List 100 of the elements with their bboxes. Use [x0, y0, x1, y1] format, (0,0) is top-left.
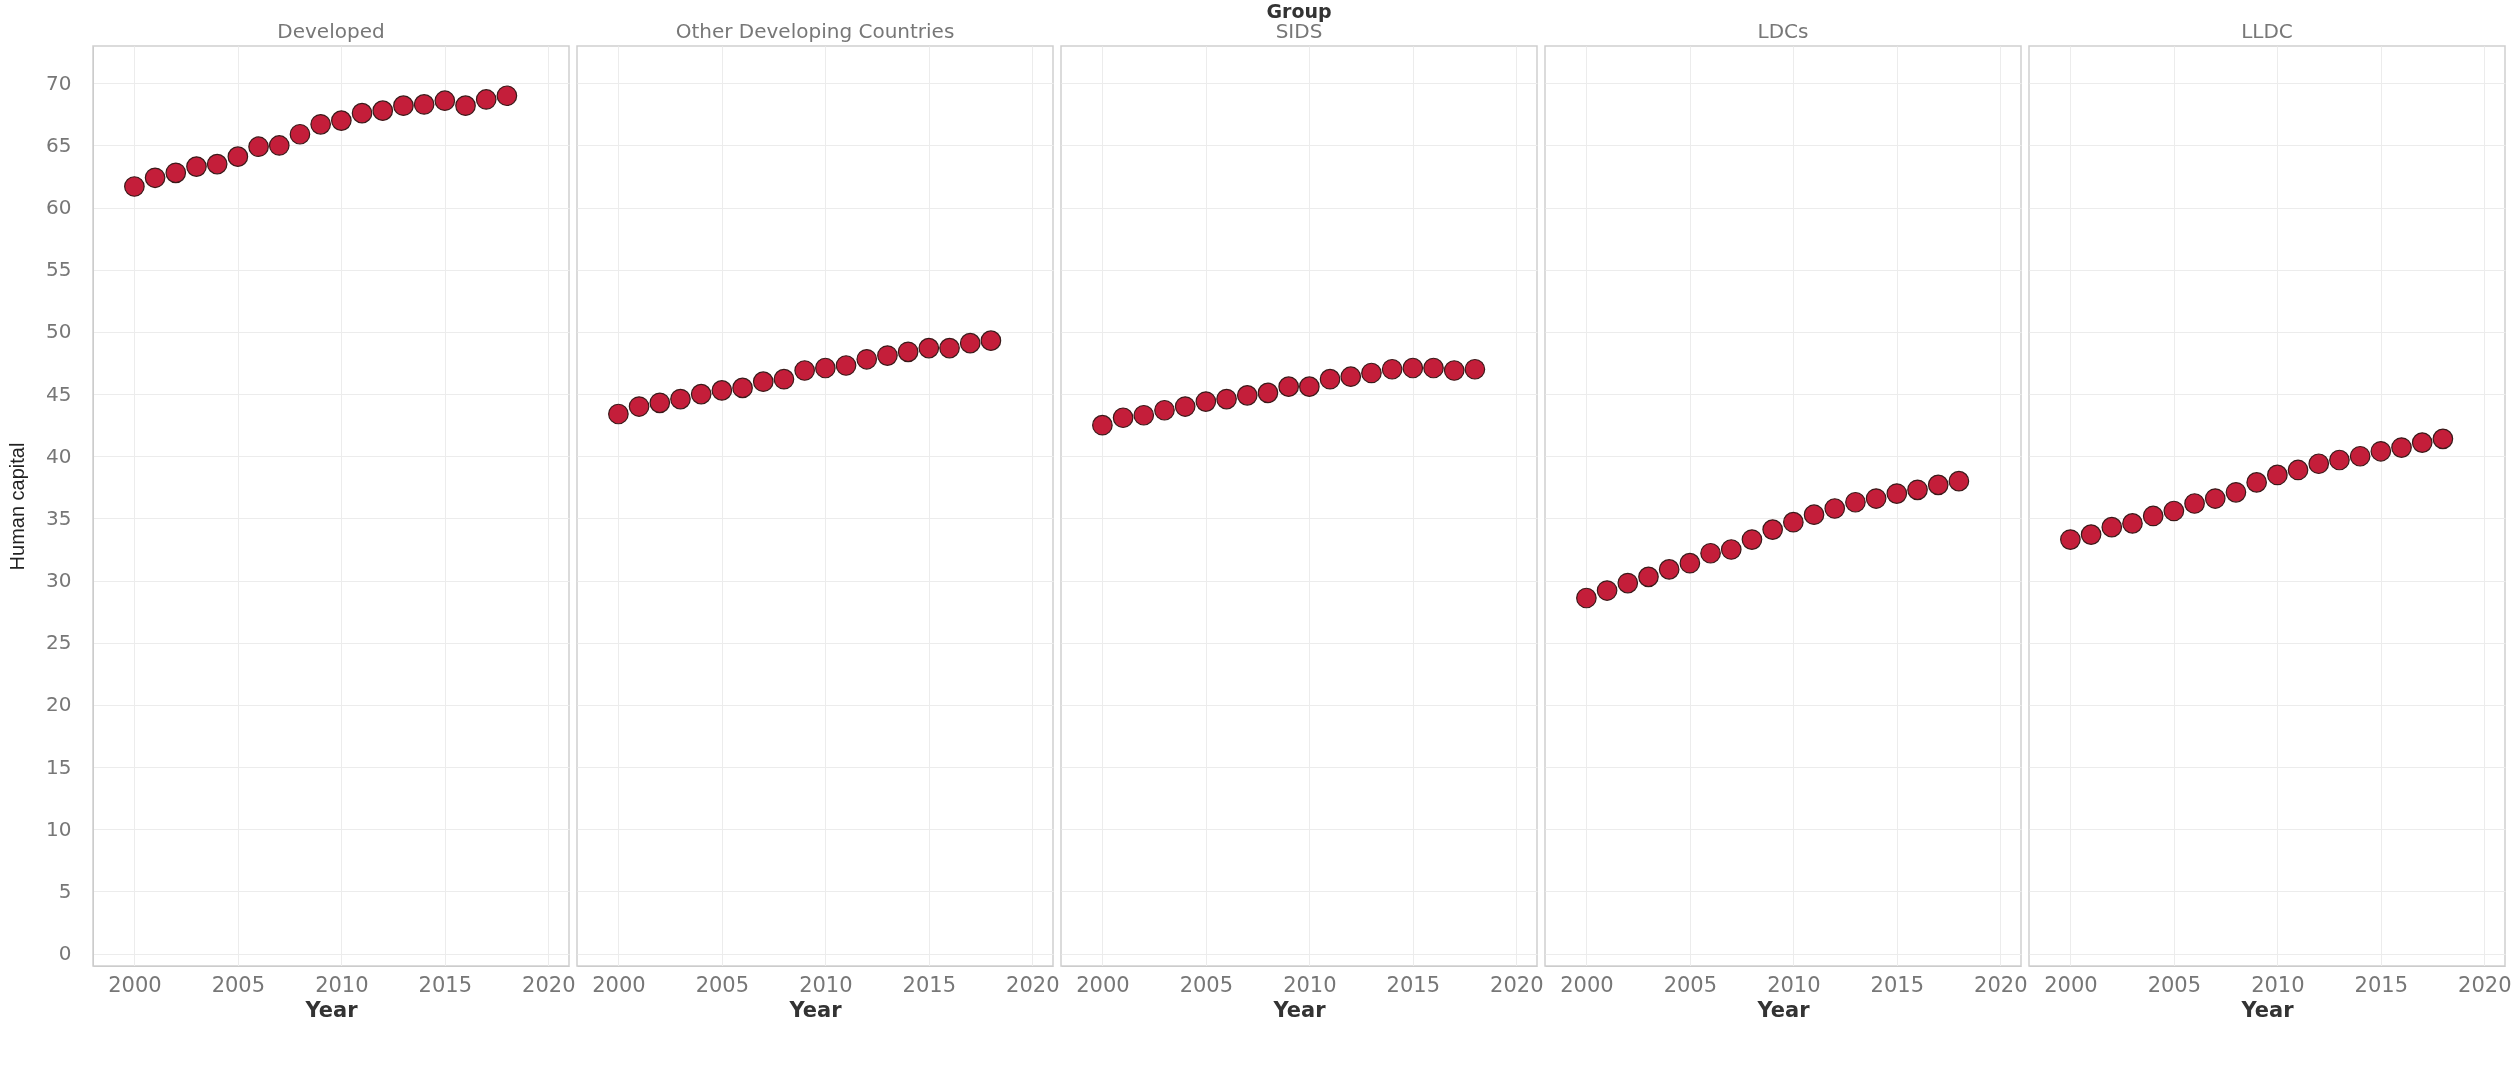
- point: [289, 123, 311, 145]
- x-tick-label: 2005: [695, 972, 750, 997]
- point: [2101, 516, 2123, 538]
- x-tick-label: 2000: [1076, 972, 1130, 997]
- point: [1278, 376, 1299, 397]
- point: [1927, 474, 1949, 496]
- x-tick-label: 2015: [2354, 972, 2409, 997]
- point: [310, 114, 331, 135]
- point: [897, 341, 919, 363]
- point: [877, 345, 898, 366]
- point: [1195, 391, 1217, 412]
- point: [1112, 407, 1134, 429]
- point: [393, 95, 414, 116]
- point: [186, 156, 207, 177]
- point: [227, 146, 249, 167]
- point: [1658, 559, 1680, 580]
- point: [1361, 362, 1382, 384]
- x-tick-label: 2015: [1870, 972, 1925, 997]
- x-tick-label: 2020: [1006, 972, 1060, 997]
- x-axis-title: Year: [1272, 997, 1327, 1022]
- point: [1299, 376, 1320, 397]
- y-tick-label: 30: [46, 568, 72, 593]
- point: [1617, 572, 1639, 594]
- y-axis-title: Human capital: [6, 442, 29, 571]
- x-tick-label: 2015: [418, 972, 473, 997]
- point: [1381, 358, 1403, 380]
- point: [939, 337, 960, 359]
- point: [1464, 358, 1486, 380]
- x-tick-label: 2005: [1663, 972, 1718, 997]
- point: [2391, 437, 2412, 458]
- point: [608, 403, 629, 425]
- point: [1257, 382, 1279, 404]
- point: [1340, 366, 1362, 388]
- point: [475, 89, 497, 110]
- point: [2287, 459, 2309, 481]
- point: [351, 102, 373, 124]
- point: [455, 95, 476, 116]
- point: [2308, 453, 2330, 475]
- y-tick-label: 20: [46, 692, 72, 717]
- point: [649, 392, 671, 414]
- x-tick-label: 2000: [1560, 972, 1614, 997]
- point: [794, 360, 815, 381]
- x-tick-label: 2005: [2147, 972, 2202, 997]
- x-tick-label: 2020: [522, 972, 576, 997]
- y-tick-label: 0: [58, 941, 72, 966]
- point: [1783, 511, 1804, 533]
- x-axis-title: Year: [304, 997, 359, 1022]
- point: [1443, 360, 1465, 381]
- point: [1762, 519, 1783, 540]
- x-tick-label: 2005: [211, 972, 266, 997]
- y-tick-label: 15: [46, 754, 72, 779]
- x-tick-label: 2020: [1974, 972, 2028, 997]
- point: [434, 90, 456, 112]
- point: [1596, 580, 1618, 601]
- x-tick-label: 2015: [902, 972, 957, 997]
- y-tick-label: 25: [46, 630, 72, 655]
- point: [1216, 388, 1237, 410]
- point: [1824, 498, 1846, 519]
- point: [752, 371, 774, 392]
- point: [1638, 566, 1659, 588]
- point: [670, 388, 691, 410]
- point: [165, 162, 187, 184]
- point: [835, 355, 857, 376]
- point: [2246, 472, 2267, 493]
- y-tick-label: 5: [58, 878, 72, 903]
- point: [856, 348, 878, 370]
- point: [1907, 479, 1928, 501]
- point: [773, 368, 795, 390]
- x-tick-label: 2005: [1179, 972, 1234, 997]
- y-tick-label: 40: [46, 443, 72, 468]
- point: [1803, 504, 1825, 526]
- point: [2225, 482, 2247, 503]
- x-tick-label: 2010: [2251, 972, 2305, 997]
- point: [1720, 539, 1742, 560]
- point: [1741, 529, 1763, 550]
- point: [1886, 483, 1908, 504]
- point: [2122, 513, 2143, 534]
- point: [413, 94, 435, 115]
- y-tick-label: 35: [46, 505, 72, 530]
- point: [1319, 368, 1341, 390]
- y-tick-label: 50: [46, 319, 72, 344]
- point: [628, 396, 650, 417]
- point: [1092, 414, 1113, 436]
- x-tick-label: 2020: [1490, 972, 1544, 997]
- point: [2370, 440, 2392, 462]
- point: [1865, 488, 1887, 509]
- point: [690, 383, 712, 405]
- y-tick-label: 10: [46, 816, 72, 841]
- point: [124, 176, 145, 197]
- point: [1423, 357, 1444, 379]
- x-tick-label: 2010: [1767, 972, 1821, 997]
- point: [2349, 445, 2371, 467]
- y-tick-label: 60: [46, 195, 72, 220]
- point: [959, 332, 981, 354]
- text: Group: [1266, 0, 1332, 22]
- chart-title: Other Developing Countries: [675, 19, 955, 43]
- point: [1948, 470, 1970, 492]
- point: [144, 167, 166, 189]
- point: [1174, 396, 1196, 417]
- point: [2142, 505, 2164, 527]
